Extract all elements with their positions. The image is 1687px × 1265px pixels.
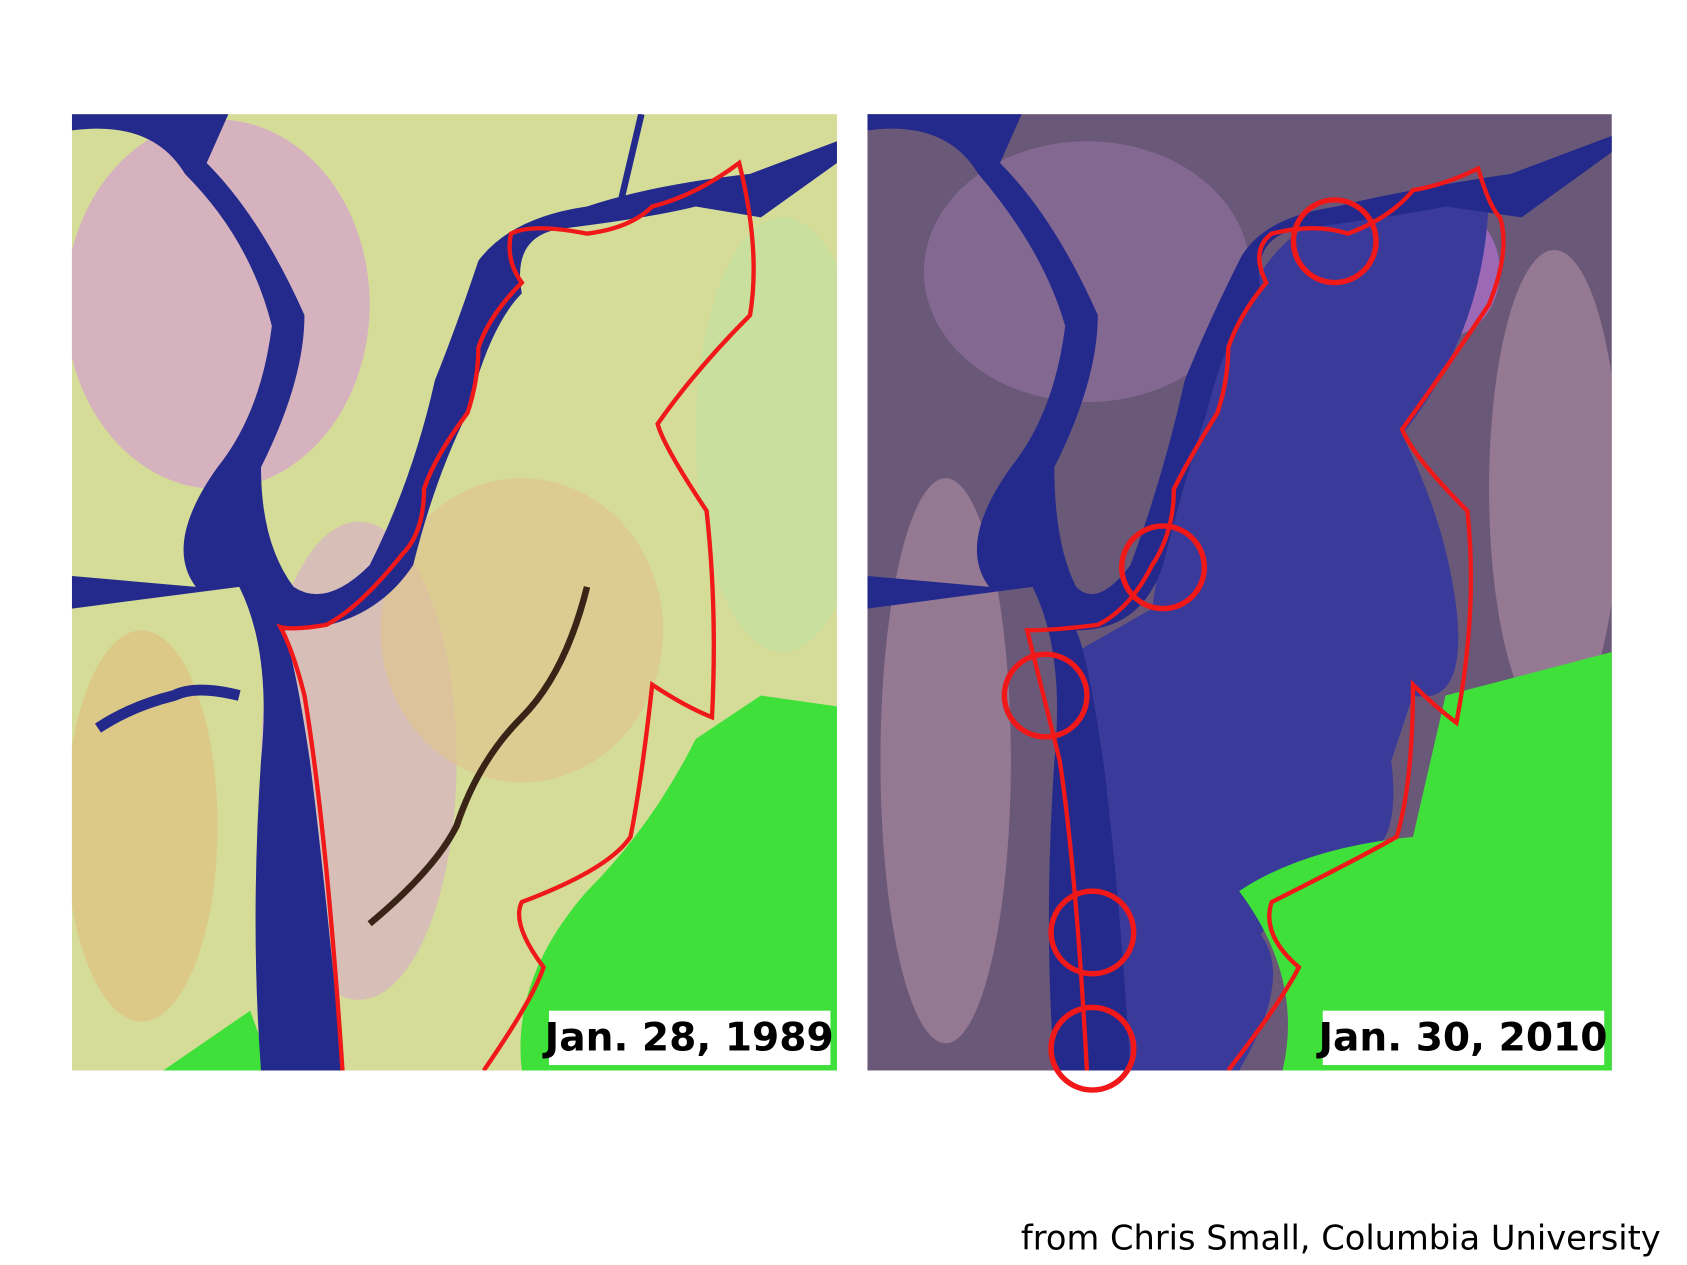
credit: from Chris Small, Columbia University — [1021, 1219, 1661, 1258]
date-label-box — [548, 1010, 831, 1066]
satellite-image-2010 — [867, 114, 1612, 1071]
highlight-circle — [1048, 1004, 1137, 1093]
date-label: Jan. 30, 2010 — [1315, 1016, 1607, 1061]
satellite-image-1989 — [71, 114, 837, 1071]
date-label: Jan. 28, 1989 — [542, 1016, 834, 1061]
date-label-box — [1322, 1010, 1605, 1066]
